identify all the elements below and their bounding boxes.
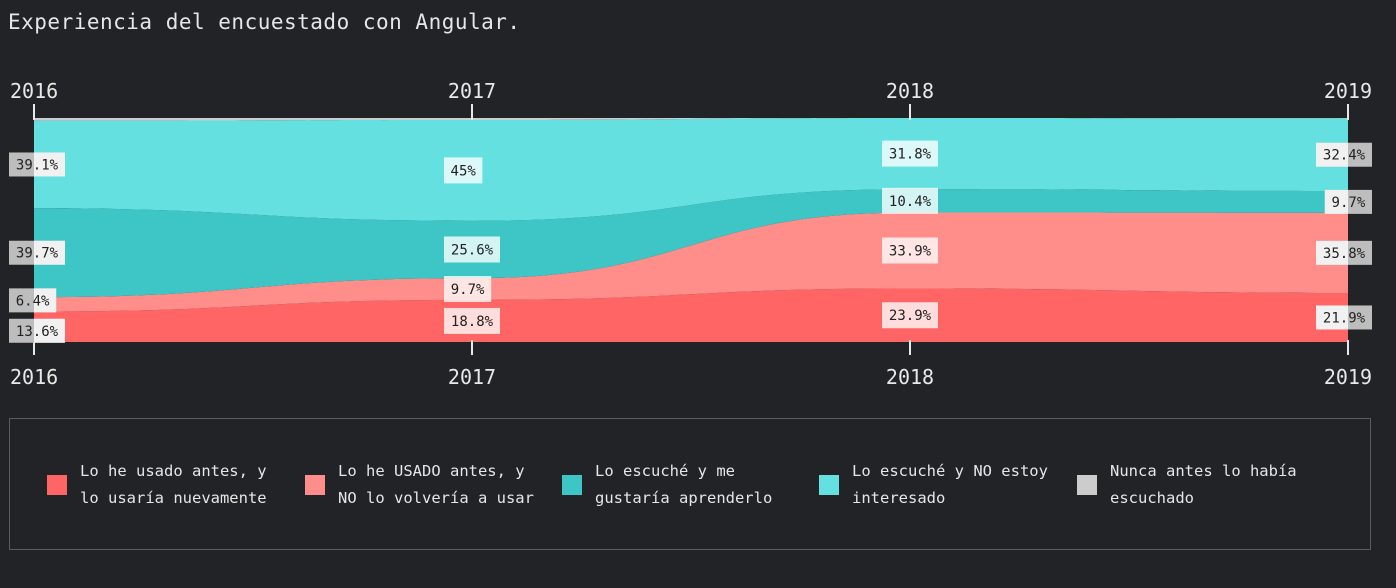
- bottom-year-label: 2018: [886, 365, 934, 389]
- data-label: 25.6%: [444, 236, 500, 263]
- data-label: 32.4%: [1316, 142, 1372, 167]
- legend-swatch: [305, 475, 325, 495]
- data-label: 33.9%: [882, 237, 938, 264]
- legend-label: Lo he usado antes, y lo usaría nuevament…: [80, 462, 267, 507]
- data-label: 18.8%: [444, 307, 500, 334]
- data-label: 6.4%: [9, 288, 57, 313]
- svg-text:39.1%: 39.1%: [16, 157, 59, 173]
- legend-swatch: [562, 475, 582, 495]
- data-label: 10.4%: [882, 187, 938, 214]
- data-label: 13.6%: [9, 318, 65, 343]
- bottom-year-label: 2017: [448, 365, 496, 389]
- svg-text:45%: 45%: [451, 163, 477, 179]
- legend-label: Lo escuché y NO estoy interesado: [852, 462, 1048, 507]
- legend-item-usado-nuevamente[interactable]: Lo he usado antes, y lo usaría nuevament…: [47, 419, 285, 551]
- svg-text:35.8%: 35.8%: [1323, 246, 1366, 262]
- chart-title: Experiencia del encuestado con Angular.: [8, 10, 521, 34]
- data-label: 45%: [444, 157, 483, 184]
- legend-label: Nunca antes lo había escuchado: [1110, 462, 1297, 507]
- svg-text:18.8%: 18.8%: [451, 314, 494, 330]
- svg-text:39.7%: 39.7%: [16, 246, 59, 262]
- svg-text:21.9%: 21.9%: [1323, 310, 1366, 326]
- svg-text:33.9%: 33.9%: [889, 243, 932, 259]
- svg-text:25.6%: 25.6%: [451, 242, 494, 258]
- svg-text:23.9%: 23.9%: [889, 308, 932, 324]
- legend-item-nunca-escuchado[interactable]: Nunca antes lo había escuchado: [1077, 419, 1315, 551]
- svg-text:9.7%: 9.7%: [451, 282, 485, 298]
- svg-text:31.8%: 31.8%: [889, 147, 932, 163]
- area-series-4: [34, 118, 1348, 121]
- legend-swatch: [1077, 475, 1097, 495]
- area-series-2: [34, 189, 1348, 298]
- data-label: 39.7%: [9, 240, 65, 265]
- svg-text:9.7%: 9.7%: [1332, 195, 1366, 211]
- area-series-3: [34, 118, 1348, 221]
- data-label: 9.7%: [444, 276, 492, 303]
- data-label: 21.9%: [1316, 305, 1372, 330]
- legend-label: Lo escuché y me gustaría aprenderlo: [595, 462, 773, 507]
- top-year-label: 2019: [1324, 79, 1372, 103]
- bottom-year-label: 2019: [1324, 365, 1372, 389]
- area-series-1: [34, 212, 1348, 312]
- legend-swatch: [47, 475, 67, 495]
- legend-item-escuche-no-interesado[interactable]: Lo escuché y NO estoy interesado: [819, 419, 1057, 551]
- legend-item-escuche-aprender[interactable]: Lo escuché y me gustaría aprenderlo: [562, 419, 800, 551]
- svg-text:10.4%: 10.4%: [889, 194, 932, 210]
- top-year-label: 2016: [10, 79, 58, 103]
- legend-swatch: [819, 475, 839, 495]
- legend-item-usado-no-volveria[interactable]: Lo he USADO antes, y NO lo volvería a us…: [305, 419, 543, 551]
- legend-label: Lo he USADO antes, y NO lo volvería a us…: [338, 462, 534, 507]
- svg-text:6.4%: 6.4%: [16, 293, 50, 309]
- stream-area-chart: 2016 2016 2017 2017 2018 2018 2019 2019 13.6% 18.…: [9, 79, 1372, 389]
- svg-text:32.4%: 32.4%: [1323, 148, 1366, 164]
- top-year-label: 2017: [448, 79, 496, 103]
- data-label: 39.1%: [9, 152, 65, 177]
- legend: Lo he usado antes, y lo usaría nuevament…: [9, 418, 1371, 550]
- data-label: 23.9%: [882, 302, 938, 329]
- data-label: 31.8%: [882, 140, 938, 167]
- data-label: 9.7%: [1324, 189, 1372, 214]
- top-year-label: 2018: [886, 79, 934, 103]
- bottom-year-label: 2016: [10, 365, 58, 389]
- data-label: 35.8%: [1316, 240, 1372, 265]
- svg-text:13.6%: 13.6%: [16, 324, 59, 340]
- area-series-0: [34, 288, 1348, 342]
